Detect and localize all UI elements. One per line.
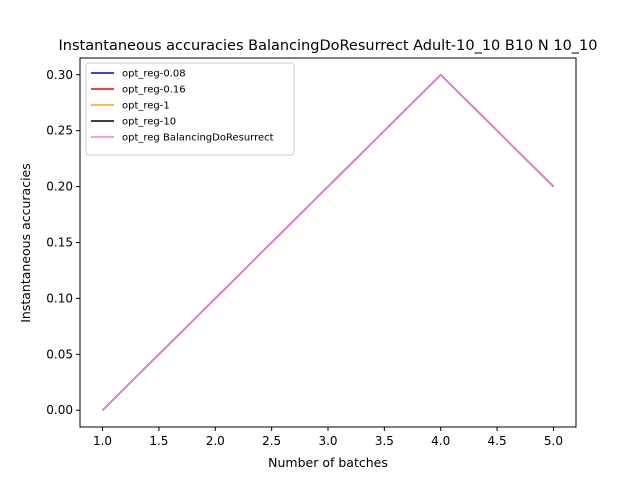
x-tick-label: 1.0 bbox=[93, 434, 112, 448]
x-tick-label: 2.5 bbox=[262, 434, 281, 448]
x-tick-label: 4.5 bbox=[488, 434, 507, 448]
y-tick-label: 0.30 bbox=[46, 68, 73, 82]
y-tick-label: 0.10 bbox=[46, 291, 73, 305]
legend: opt_reg-0.08 opt_reg-0.16 opt_reg-1 opt_reg… bbox=[85, 62, 295, 156]
y-tick-label: 0.20 bbox=[46, 180, 73, 194]
y-axis: 0.00 0.05 0.10 0.15 0.20 0.25 0.30 bbox=[46, 68, 80, 417]
x-tick-label: 5.0 bbox=[544, 434, 563, 448]
series-line bbox=[102, 74, 554, 411]
y-tick-label: 0.15 bbox=[46, 236, 73, 250]
legend-label: opt_reg BalancingDoResurrect bbox=[122, 133, 274, 144]
legend-label: opt_reg-10 bbox=[122, 117, 176, 128]
legend-box bbox=[85, 62, 295, 156]
x-tick-label: 1.5 bbox=[149, 434, 168, 448]
y-axis-label: Instantaneous accuracies bbox=[18, 163, 33, 323]
x-tick-label: 4.0 bbox=[431, 434, 450, 448]
x-axis-label: Number of batches bbox=[268, 455, 388, 470]
x-tick-label: 2.0 bbox=[206, 434, 225, 448]
y-tick-label: 0.25 bbox=[46, 124, 73, 138]
legend-label: opt_reg-0.16 bbox=[122, 85, 186, 96]
legend-label: opt_reg-1 bbox=[122, 101, 170, 112]
x-tick-label: 3.5 bbox=[375, 434, 394, 448]
y-tick-label: 0.05 bbox=[46, 347, 73, 361]
x-axis: 1.0 1.5 2.0 2.5 3.0 3.5 4.0 4.5 5.0 bbox=[93, 427, 563, 448]
legend-label: opt_reg-0.08 bbox=[122, 69, 186, 80]
chart-title: Instantaneous accuracies BalancingDoResu… bbox=[58, 38, 597, 54]
y-tick-label: 0.00 bbox=[46, 403, 73, 417]
x-tick-label: 3.0 bbox=[318, 434, 337, 448]
plot-lines bbox=[102, 74, 554, 411]
